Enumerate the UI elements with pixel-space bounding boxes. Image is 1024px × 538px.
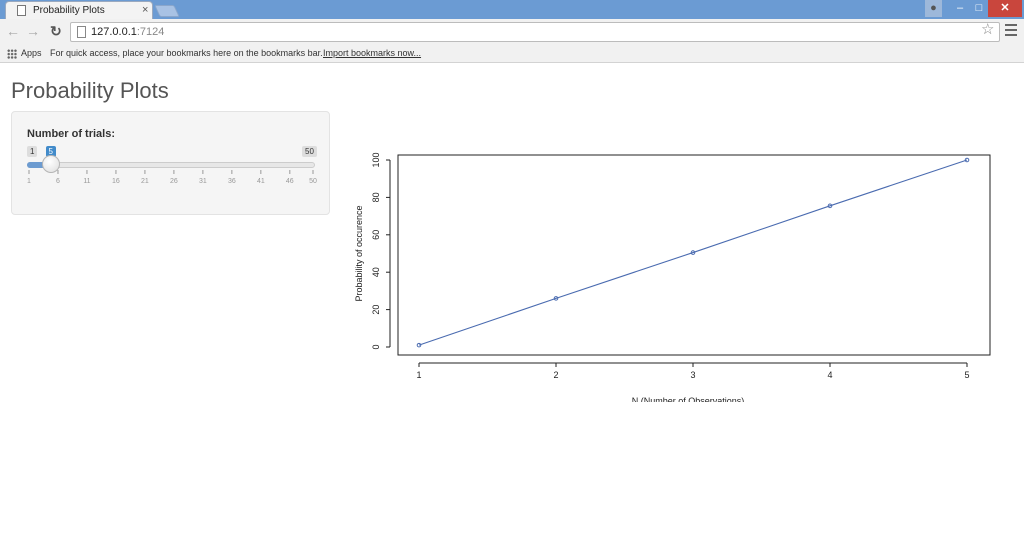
bookmark-star-icon[interactable]: ☆ xyxy=(981,21,995,38)
y-tick-label: 100 xyxy=(371,152,381,167)
y-axis-label: Probability of occurence xyxy=(354,205,364,301)
page-title: Probability Plots xyxy=(11,78,169,103)
slider-tick-label: 21 xyxy=(141,178,149,185)
apps-grid-icon[interactable] xyxy=(7,49,17,59)
url-text: 127.0.0.1:7124 xyxy=(91,26,164,38)
slider-min-label: 1 xyxy=(27,146,38,157)
probability-plot: 1 2 3 4 5 N (Number of Observations) 0 20 40 60 80… xyxy=(354,152,991,402)
reload-icon[interactable]: ↻ xyxy=(50,23,62,39)
url-port: :7124 xyxy=(136,26,165,38)
slider-tick-label: 16 xyxy=(112,178,120,185)
window-close-button[interactable]: ✕ xyxy=(988,0,1022,17)
page-info-icon[interactable] xyxy=(77,26,86,38)
x-tick-label: 5 xyxy=(964,370,969,380)
trials-label: Number of trials: xyxy=(27,128,116,140)
slider-tick-label: 31 xyxy=(199,178,207,185)
slider-max-label: 50 xyxy=(302,146,317,157)
series-line xyxy=(418,159,968,346)
slider-ticks: 1 6 11 16 21 26 31 36 41 46 50 xyxy=(27,170,317,185)
page-icon xyxy=(17,5,26,16)
data-point xyxy=(553,296,559,301)
data-point xyxy=(416,342,422,348)
slider-handle[interactable] xyxy=(41,155,60,173)
slider-tick-label: 1 xyxy=(27,178,31,185)
x-tick-label: 2 xyxy=(553,370,558,380)
x-tick-label: 4 xyxy=(827,370,832,380)
x-tick-label: 3 xyxy=(690,370,695,380)
y-tick-label: 60 xyxy=(371,230,381,240)
x-axis-label: N (Number of Observations) xyxy=(632,396,745,402)
y-tick-label: 40 xyxy=(371,267,381,277)
bookmarks-hint: For quick access, place your bookmarks h… xyxy=(50,48,323,58)
address-bar[interactable]: 127.0.0.1:7124 xyxy=(70,22,1000,42)
minimize-button[interactable]: – xyxy=(956,2,964,14)
slider-fill xyxy=(27,162,51,168)
slider-tick-label: 6 xyxy=(56,178,60,185)
slider-track[interactable] xyxy=(27,162,315,168)
back-arrow-icon[interactable]: ← xyxy=(6,23,20,39)
data-point xyxy=(690,250,696,255)
url-host: 127.0.0.1 xyxy=(91,26,137,38)
slider-tick-label: 46 xyxy=(286,178,294,185)
forward-arrow-icon[interactable]: → xyxy=(26,23,40,39)
browser-tab[interactable]: Probability Plots × xyxy=(5,1,153,19)
import-bookmarks-link[interactable]: Import bookmarks now... xyxy=(323,48,422,58)
y-tick-label: 80 xyxy=(371,192,381,202)
trials-slider[interactable]: 1 5 50 1 6 11 16 21 26 31 36 41 46 50 xyxy=(27,144,317,194)
slider-tick-label: 41 xyxy=(257,178,265,185)
slider-value-label: 5 xyxy=(45,146,56,157)
new-tab-button[interactable] xyxy=(154,5,180,17)
browser-toolbar: ← → ↻ 127.0.0.1:7124 xyxy=(0,19,1024,45)
slider-tick-label: 50 xyxy=(309,178,317,185)
browser-titlebar: Probability Plots × ● – □ ✕ xyxy=(0,0,1024,19)
sidebar-panel: Number of trials: 1 5 50 1 6 11 16 21 26 31 36 4… xyxy=(11,111,330,215)
data-point xyxy=(827,203,833,209)
menu-icon[interactable] xyxy=(1005,24,1017,36)
user-icon[interactable]: ● xyxy=(925,0,942,17)
y-tick-label: 20 xyxy=(371,305,381,315)
maximize-button[interactable]: □ xyxy=(975,2,983,14)
slider-tick-label: 36 xyxy=(228,178,236,185)
y-tick-label: 0 xyxy=(371,344,381,349)
slider-tick-label: 11 xyxy=(83,178,90,185)
x-tick-label: 1 xyxy=(416,370,421,380)
data-point xyxy=(964,157,970,163)
apps-link[interactable]: Apps xyxy=(21,48,42,58)
slider-tick-label: 26 xyxy=(170,178,178,185)
tab-title: Probability Plots xyxy=(33,5,105,16)
tab-close-icon[interactable]: × xyxy=(142,4,149,16)
bookmarks-bar: Apps For quick access, place your bookma… xyxy=(0,45,1024,63)
plot-frame xyxy=(397,154,991,356)
